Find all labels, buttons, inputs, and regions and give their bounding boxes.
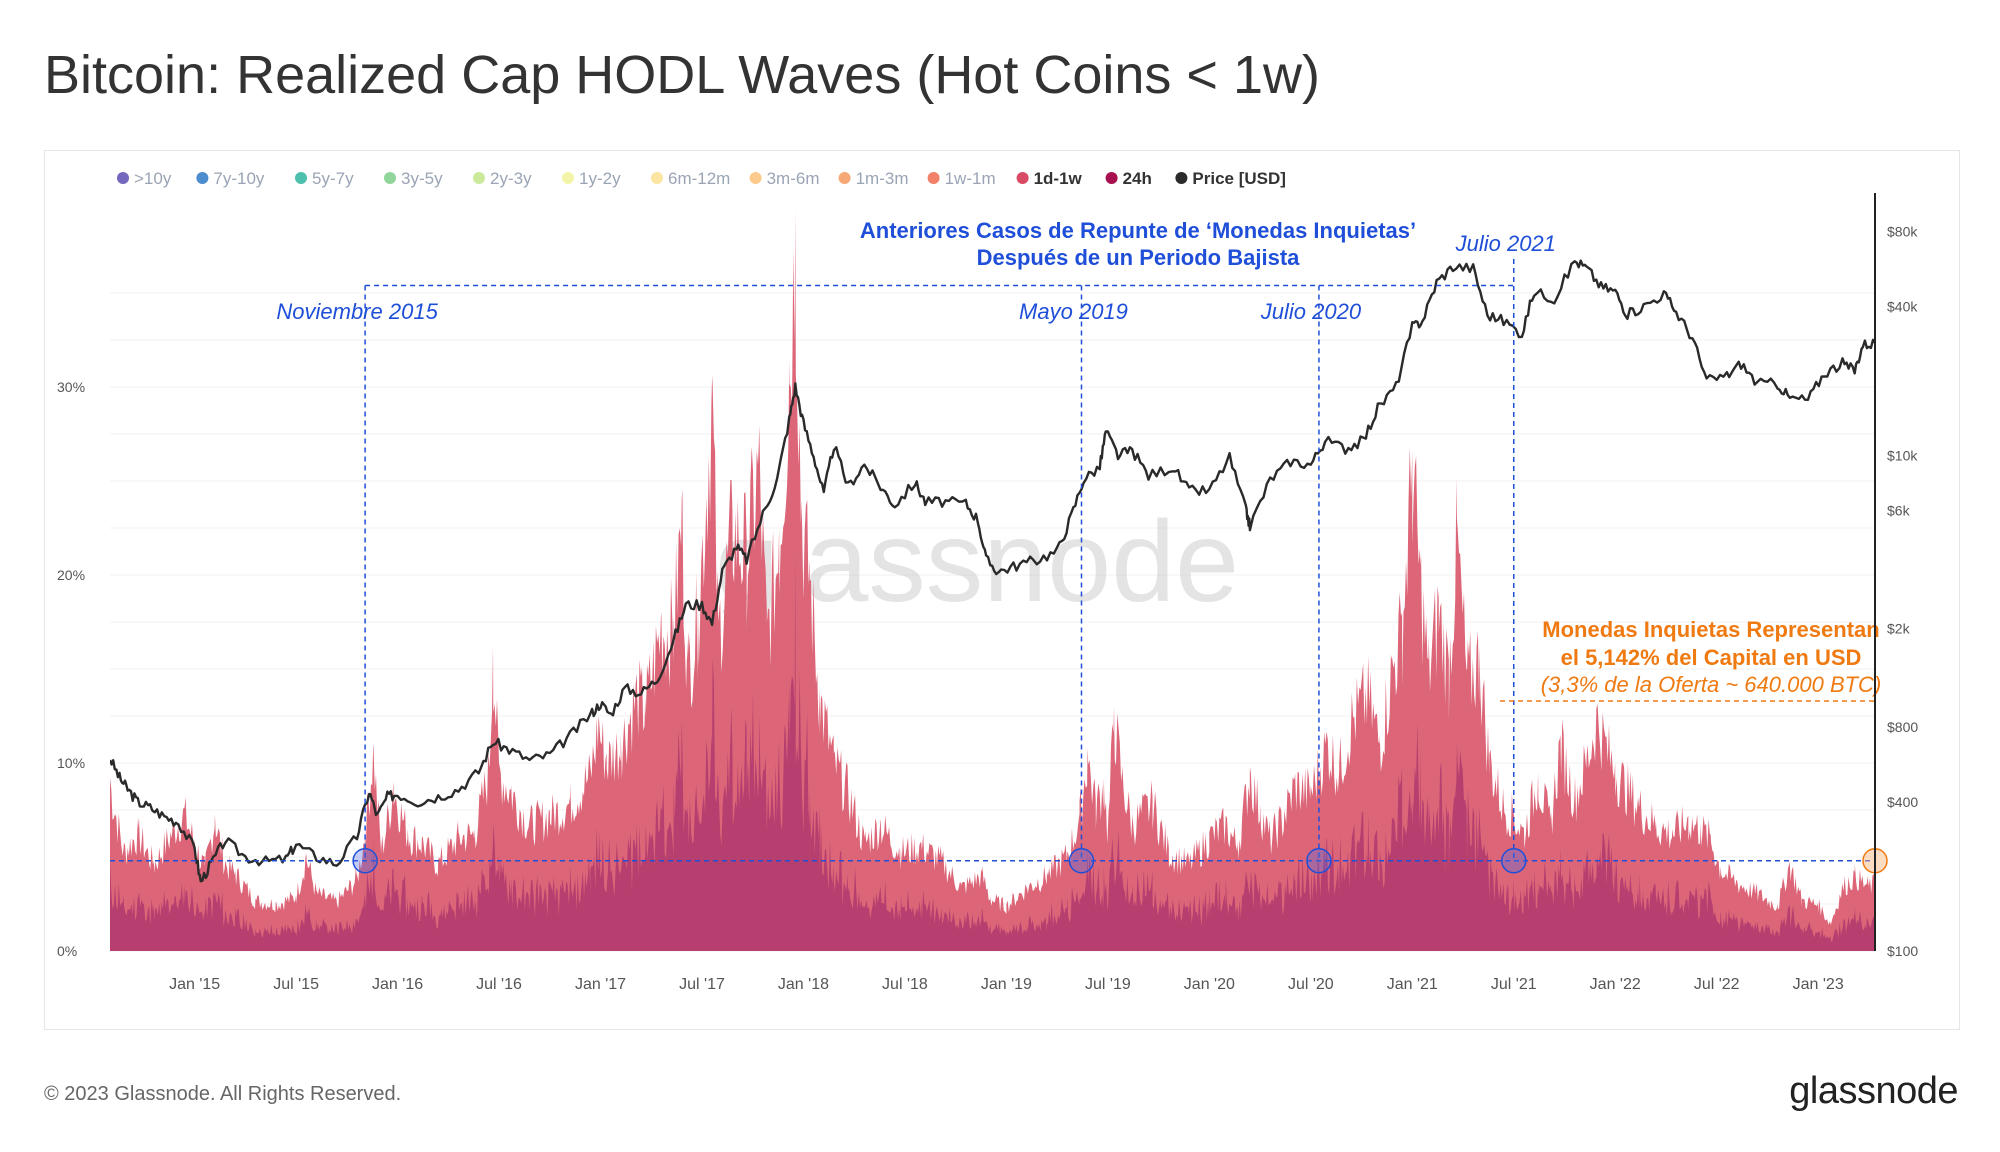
legend-item-2[interactable]: 5y-7y	[295, 169, 354, 188]
legend-swatch	[651, 172, 663, 184]
event-label-1: Mayo 2019	[1019, 299, 1128, 324]
glassnode-logo[interactable]: glassnode	[1789, 1070, 1958, 1112]
callout-line3: (3,3% de la Oferta ~ 640.000 BTC)	[1541, 672, 1882, 697]
y-right-tick-label-4: $6k	[1887, 502, 1911, 518]
y-left-tick-label-3: 30%	[57, 379, 85, 395]
legend-label: 24h	[1123, 169, 1152, 188]
legend-item-4[interactable]: 2y-3y	[473, 169, 532, 188]
legend-swatch	[838, 172, 851, 184]
legend-item-12[interactable]: Price [USD]	[1175, 169, 1286, 188]
event-marker-2	[1306, 848, 1332, 874]
x-tick-label-15: Jul '22	[1694, 976, 1740, 993]
y-right-tick-label-1: $400	[1887, 794, 1918, 810]
legend-label: 2y-3y	[490, 169, 532, 188]
legend-item-9[interactable]: 1w-1m	[927, 169, 996, 188]
x-tick-label-13: Jul '21	[1491, 976, 1537, 993]
legend-item-5[interactable]: 1y-2y	[562, 169, 621, 188]
price-line	[110, 259, 1876, 883]
y-right-tick-label-2: $800	[1887, 719, 1918, 735]
legend-label: Price [USD]	[1192, 169, 1286, 188]
legend-swatch	[295, 172, 307, 184]
legend-label: >10y	[134, 169, 172, 188]
y-left-tick-label-2: 20%	[57, 567, 85, 583]
legend-item-1[interactable]: 7y-10y	[196, 169, 265, 188]
x-tick-label-16: Jan '23	[1793, 976, 1844, 993]
x-tick-label-7: Jul '18	[882, 976, 928, 993]
legend-label: 1w-1m	[945, 169, 996, 188]
x-tick-label-1: Jul '15	[273, 976, 319, 993]
legend-label: 5y-7y	[312, 169, 354, 188]
legend-label: 6m-12m	[668, 169, 730, 188]
event-label-0: Noviembre 2015	[276, 299, 438, 324]
annotations: Noviembre 2015 Mayo 2019 Julio 2020 Julio 2…	[110, 218, 1888, 874]
legend-swatch	[562, 172, 574, 184]
y-right-tick-label-3: $2k	[1887, 621, 1911, 637]
x-tick-label-12: Jan '21	[1387, 976, 1438, 993]
area-1d-1w	[110, 210, 1875, 951]
x-tick-label-6: Jan '18	[778, 976, 829, 993]
legend-label: 3m-6m	[767, 169, 820, 188]
area-24h	[110, 549, 1875, 951]
area-series	[110, 210, 1875, 951]
legend-item-10[interactable]: 1d-1w	[1016, 169, 1083, 188]
legend-item-0[interactable]: >10y	[117, 169, 172, 188]
y-right-tick-label-7: $80k	[1887, 224, 1918, 240]
y-right-tick-label-6: $40k	[1887, 298, 1918, 314]
event-marker-3	[1501, 848, 1527, 874]
chart-legend: >10y 7y-10y 5y-7y 3y-5y 2y-3y 1y-2y 6m-12m 3m-6…	[117, 169, 1286, 188]
event-label-2: Julio 2020	[1260, 299, 1362, 324]
legend-swatch	[473, 172, 485, 184]
x-tick-label-5: Jul '17	[679, 976, 725, 993]
x-tick-label-8: Jan '19	[981, 976, 1032, 993]
legend-item-11[interactable]: 24h	[1105, 169, 1152, 188]
x-tick-label-10: Jan '20	[1184, 976, 1235, 993]
y-right-tick-label-0: $100	[1887, 943, 1918, 959]
legend-label: 1y-2y	[579, 169, 621, 188]
callout-line2: el 5,142% del Capital en USD	[1561, 645, 1862, 670]
x-tick-label-11: Jul '20	[1288, 976, 1334, 993]
y-left-tick-label-1: 10%	[57, 755, 85, 771]
annotation-header-line2: Después de un Periodo Bajista	[977, 245, 1301, 270]
legend-swatch	[1175, 172, 1188, 184]
grid-lines	[110, 292, 1875, 952]
hodl-waves-chart: >10y 7y-10y 5y-7y 3y-5y 2y-3y 1y-2y 6m-12m 3m-6…	[57, 169, 1918, 993]
legend-label: 1d-1w	[1034, 169, 1083, 188]
legend-swatch	[749, 172, 762, 184]
axes: Jan '15 Jul '15 Jan '16 Jul '16 Jan '17 Jul '…	[57, 193, 1918, 993]
page-title: Bitcoin: Realized Cap HODL Waves (Hot Co…	[44, 45, 1320, 105]
event-marker-1	[1068, 848, 1095, 874]
x-tick-label-2: Jan '16	[372, 976, 423, 993]
event-marker-0	[352, 848, 378, 874]
x-tick-label-4: Jan '17	[575, 976, 626, 993]
x-tick-label-14: Jan '22	[1590, 976, 1641, 993]
legend-item-3[interactable]: 3y-5y	[384, 169, 443, 188]
chart-frame: >10y 7y-10y 5y-7y 3y-5y 2y-3y 1y-2y 6m-12m 3m-6…	[44, 150, 1960, 1030]
legend-label: 1m-3m	[856, 169, 909, 188]
legend-label: 7y-10y	[213, 169, 265, 188]
price-series	[110, 259, 1876, 883]
y-left-tick-label-0: 0%	[57, 943, 77, 959]
legend-swatch	[1016, 172, 1029, 184]
legend-label: 3y-5y	[401, 169, 443, 188]
x-tick-label-9: Jul '19	[1085, 976, 1131, 993]
legend-swatch	[117, 172, 129, 184]
annotation-header-line1: Anteriores Casos de Repunte de ‘Monedas …	[860, 218, 1416, 243]
event-label-3: Julio 2021	[1455, 231, 1556, 256]
legend-swatch	[1105, 172, 1118, 184]
legend-item-7[interactable]: 3m-6m	[749, 169, 820, 188]
copyright-text: © 2023 Glassnode. All Rights Reserved.	[44, 1083, 402, 1105]
x-tick-label-3: Jul '16	[476, 976, 522, 993]
y-right-tick-label-5: $10k	[1887, 447, 1918, 463]
x-tick-label-0: Jan '15	[169, 976, 220, 993]
callout-line1: Monedas Inquietas Representan	[1542, 617, 1879, 642]
legend-swatch	[927, 172, 940, 184]
legend-item-8[interactable]: 1m-3m	[838, 169, 909, 188]
legend-swatch	[384, 172, 396, 184]
legend-swatch	[196, 172, 209, 184]
legend-item-6[interactable]: 6m-12m	[651, 169, 730, 188]
